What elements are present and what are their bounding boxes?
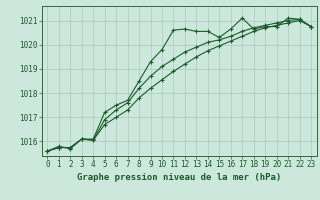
X-axis label: Graphe pression niveau de la mer (hPa): Graphe pression niveau de la mer (hPa) xyxy=(77,173,281,182)
